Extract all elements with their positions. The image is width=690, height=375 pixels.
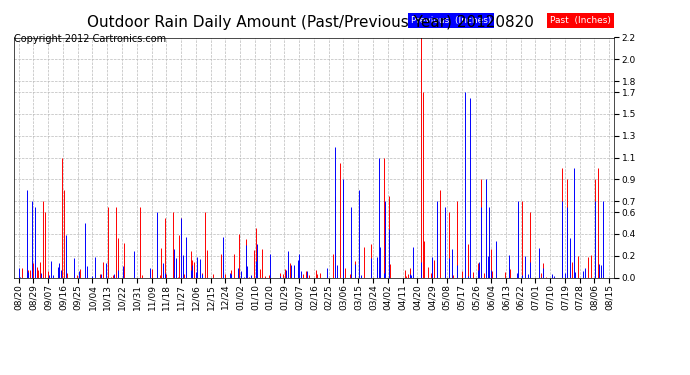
Text: Copyright 2012 Cartronics.com: Copyright 2012 Cartronics.com (14, 34, 166, 44)
Text: Outdoor Rain Daily Amount (Past/Previous Year) 20120820: Outdoor Rain Daily Amount (Past/Previous… (87, 15, 534, 30)
Text: Previous  (Inches): Previous (Inches) (411, 16, 491, 25)
Text: Past  (Inches): Past (Inches) (550, 16, 611, 25)
